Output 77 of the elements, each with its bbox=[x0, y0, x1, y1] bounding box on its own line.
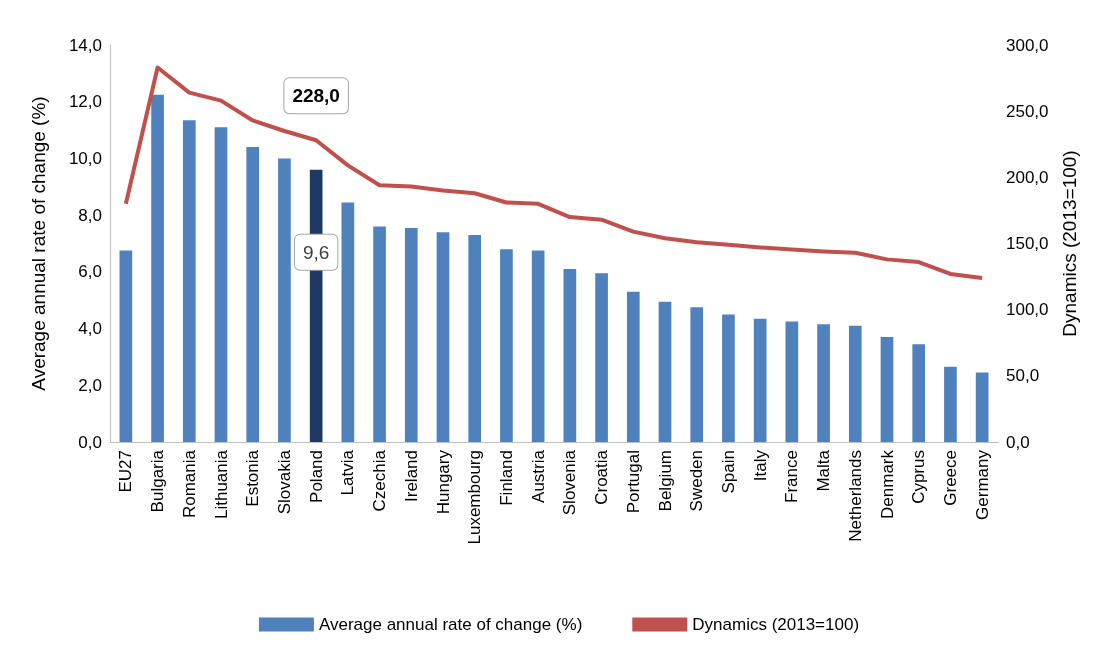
y-tick-label: 2,0 bbox=[78, 375, 102, 395]
bar bbox=[278, 158, 291, 442]
x-tick-label: Cyprus bbox=[909, 450, 929, 504]
x-tick-label: Netherlands bbox=[845, 450, 865, 542]
bar bbox=[531, 250, 545, 442]
y-tick-label: 0,0 bbox=[78, 432, 102, 452]
bar bbox=[880, 337, 894, 442]
x-tick-label: Croatia bbox=[592, 449, 612, 505]
bar bbox=[436, 232, 450, 442]
x-tick-label: Romania bbox=[179, 449, 199, 519]
y-tick-label: 12,0 bbox=[68, 92, 102, 112]
y2-tick-label: 50,0 bbox=[1006, 366, 1040, 386]
bar bbox=[753, 318, 767, 442]
x-tick-label: Italy bbox=[750, 449, 770, 482]
bar bbox=[722, 314, 735, 442]
y2-tick-label: 100,0 bbox=[1006, 300, 1049, 320]
bar bbox=[373, 226, 386, 442]
x-tick-label: Estonia bbox=[243, 449, 263, 507]
x-tick-label: Austria bbox=[528, 449, 548, 503]
x-tick-label: Hungary bbox=[433, 449, 453, 515]
bar bbox=[912, 344, 926, 442]
bar bbox=[500, 249, 513, 442]
bar bbox=[626, 291, 640, 442]
x-tick-label: Greece bbox=[940, 450, 960, 506]
x-tick-label: Finland bbox=[496, 450, 516, 506]
y2-axis-title: Dynamics (2013=100) bbox=[1059, 150, 1080, 337]
x-tick-label: Poland bbox=[306, 450, 326, 503]
bar bbox=[785, 321, 799, 442]
y-tick-label: 8,0 bbox=[78, 205, 102, 225]
bar bbox=[975, 372, 989, 442]
x-tick-label: Malta bbox=[814, 449, 834, 492]
x-tick-label: Denmark bbox=[877, 449, 897, 519]
x-tick-label: Lithuania bbox=[211, 449, 231, 520]
bar bbox=[563, 269, 577, 442]
y-tick-label: 14,0 bbox=[68, 35, 102, 55]
x-tick-label: Bulgaria bbox=[148, 449, 168, 513]
y2-tick-label: 200,0 bbox=[1006, 167, 1049, 187]
bar bbox=[404, 227, 418, 442]
bar bbox=[119, 250, 133, 442]
x-tick-label: Czechia bbox=[370, 449, 390, 512]
bar bbox=[182, 120, 196, 442]
x-tick-label: Portugal bbox=[623, 450, 643, 514]
y-tick-label: 4,0 bbox=[78, 319, 102, 339]
x-tick-label: Belgium bbox=[655, 450, 675, 512]
y-axis-title: Average annual rate of change (%) bbox=[28, 96, 49, 391]
line-series bbox=[123, 65, 985, 280]
x-tick-label: Latvia bbox=[338, 449, 358, 496]
data-label: 9,6 bbox=[302, 241, 330, 263]
x-tick-label: Slovakia bbox=[274, 449, 294, 515]
bar bbox=[214, 127, 228, 442]
y-tick-label: 10,0 bbox=[68, 148, 102, 168]
y2-tick-label: 300,0 bbox=[1006, 35, 1049, 55]
bar bbox=[341, 202, 355, 442]
bar bbox=[690, 307, 704, 442]
x-tick-label: Spain bbox=[718, 450, 738, 494]
x-tick-label: Slovenia bbox=[560, 449, 580, 516]
y2-tick-label: 150,0 bbox=[1006, 234, 1049, 253]
bar bbox=[246, 147, 260, 442]
y2-tick-label: 250,0 bbox=[1006, 101, 1049, 121]
legend-label: Dynamics (2013=100) bbox=[692, 615, 860, 634]
x-tick-label: Ireland bbox=[401, 450, 421, 502]
x-tick-label: Sweden bbox=[687, 450, 707, 512]
y2-tick-label: 0,0 bbox=[1006, 432, 1030, 452]
bar bbox=[468, 234, 482, 442]
legend-label: Average annual rate of change (%) bbox=[318, 615, 583, 634]
y-tick-label: 6,0 bbox=[78, 262, 102, 282]
bar bbox=[817, 324, 830, 442]
bar bbox=[848, 325, 862, 442]
x-tick-label: Germany bbox=[972, 449, 992, 520]
bar bbox=[658, 301, 672, 442]
x-tick-label: France bbox=[782, 450, 802, 503]
x-tick-label: Luxembourg bbox=[465, 450, 485, 545]
bar bbox=[944, 366, 957, 442]
x-tick-label: EU27 bbox=[116, 450, 136, 493]
bar bbox=[595, 273, 608, 442]
data-label: 228,0 bbox=[292, 85, 340, 107]
bar bbox=[151, 94, 164, 442]
